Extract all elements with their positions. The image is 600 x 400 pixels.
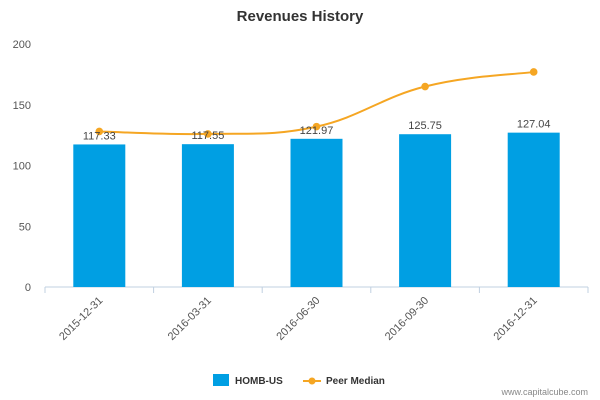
bar-2015-12-31[interactable] (73, 144, 126, 287)
x-tick-label: 2016-09-30 (383, 295, 431, 343)
legend-swatch-peer-marker (308, 377, 316, 385)
peer-median-point-2016-09-30[interactable] (421, 82, 429, 91)
y-axis: 0 50 100 150 200 (13, 39, 31, 294)
credit-text: www.capitalcube.com (500, 387, 588, 397)
peer-median-point-2016-12-31[interactable] (529, 68, 538, 76)
bar-2016-09-30[interactable] (399, 134, 452, 287)
x-tick-label: 2016-06-30 (274, 295, 322, 343)
line-series-peer-median (95, 68, 538, 138)
peer-median-point-2016-06-30[interactable] (312, 122, 321, 131)
y-tick-label: 200 (13, 39, 31, 51)
legend-swatch-homb (213, 374, 229, 386)
data-label: 125.75 (408, 120, 442, 132)
x-tick-label: 2016-12-31 (492, 295, 540, 343)
peer-median-point-2016-03-31[interactable] (204, 130, 212, 138)
data-label: 117.33 (83, 130, 116, 142)
x-axis: 2015-12-31 2016-03-31 2016-06-30 2016-09-30… (44, 287, 589, 343)
bar-2016-06-30[interactable] (290, 138, 343, 287)
data-label: 121.97 (300, 125, 334, 137)
y-tick-label: 100 (13, 161, 31, 173)
y-tick-label: 50 (19, 221, 31, 233)
y-tick-label: 150 (13, 100, 31, 112)
bar-2016-12-31[interactable] (507, 132, 560, 287)
y-tick-label: 0 (25, 282, 31, 294)
peer-median-point-2015-12-31[interactable] (95, 127, 104, 136)
data-labels: 117.33 117.55 121.97 125.75 127.04 (83, 119, 551, 143)
bar-2016-03-31[interactable] (181, 144, 234, 287)
chart-title: Revenues History (237, 8, 364, 25)
data-label: 127.04 (517, 119, 551, 131)
legend-label-peer-median: Peer Median (326, 376, 385, 387)
legend[interactable]: HOMB-US Peer Median (213, 374, 385, 387)
bar-series-homb (73, 132, 560, 287)
x-tick-label: 2016-03-31 (166, 295, 214, 343)
x-tick-label: 2015-12-31 (57, 295, 105, 343)
legend-label-homb: HOMB-US (235, 376, 283, 387)
data-label: 117.55 (191, 130, 224, 142)
